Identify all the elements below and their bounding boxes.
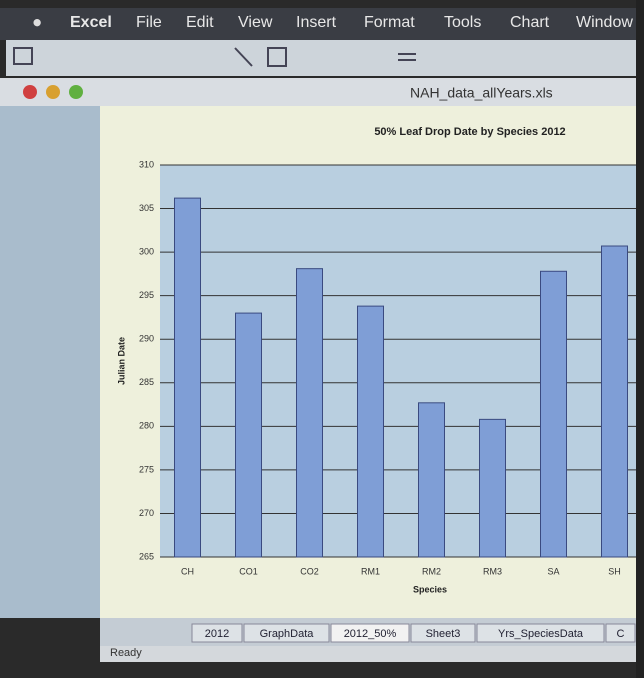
chart-title: 50% Leaf Drop Date by Species 2012 xyxy=(374,126,565,138)
y-tick-label: 270 xyxy=(139,508,154,518)
y-tick-label: 285 xyxy=(139,377,154,387)
minimize-button[interactable] xyxy=(46,85,60,99)
y-axis-label: Julian Date xyxy=(116,337,126,385)
y-tick-label: 265 xyxy=(139,551,154,561)
bar xyxy=(296,268,323,558)
menu-item[interactable]: Window xyxy=(576,14,633,31)
menu-bar xyxy=(0,8,644,40)
bar xyxy=(479,418,506,558)
bar xyxy=(418,402,445,558)
sheet-tab-label[interactable]: 2012_50% xyxy=(344,628,397,640)
plot-area xyxy=(160,165,644,557)
x-tick-label: SA xyxy=(547,566,559,576)
x-tick-label: CO2 xyxy=(300,566,319,576)
bar xyxy=(540,270,567,558)
menu-item[interactable]: View xyxy=(238,14,273,31)
apple-menu[interactable]: ● xyxy=(32,12,42,31)
toolbar xyxy=(6,40,636,76)
sheet-side xyxy=(0,106,100,618)
menu-item[interactable]: Tools xyxy=(444,14,481,31)
close-button[interactable] xyxy=(23,85,37,99)
app-menu[interactable]: Excel xyxy=(70,14,112,31)
x-tick-label: RM3 xyxy=(483,566,502,576)
x-tick-label: RM2 xyxy=(422,566,441,576)
sheet-tab[interactable] xyxy=(243,623,330,643)
menu-item[interactable]: Format xyxy=(364,14,415,31)
screen-edge xyxy=(636,0,644,678)
sheet-tab-label[interactable]: 2012 xyxy=(205,628,229,640)
menu-item[interactable]: Insert xyxy=(296,14,337,31)
sheet-tab[interactable] xyxy=(605,623,636,643)
sheet-tab-label[interactable]: Sheet3 xyxy=(426,628,461,640)
y-tick-label: 280 xyxy=(139,421,154,431)
y-tick-label: 300 xyxy=(139,246,154,256)
x-tick-label: CH xyxy=(181,566,194,576)
y-tick-label: 290 xyxy=(139,334,154,344)
sheet-tab[interactable] xyxy=(330,623,410,643)
zoom-button[interactable] xyxy=(69,85,83,99)
sheet-tab-label[interactable]: C xyxy=(617,628,625,640)
bar xyxy=(235,312,262,558)
menu-item[interactable]: File xyxy=(136,14,162,31)
window-titlebar xyxy=(0,78,636,106)
y-tick-label: 305 xyxy=(139,203,154,213)
x-tick-label: SH xyxy=(608,566,621,576)
status-text: Ready xyxy=(110,647,142,659)
x-tick-label: CO1 xyxy=(239,566,258,576)
y-tick-label: 310 xyxy=(139,159,154,169)
sheet-tab[interactable] xyxy=(410,623,476,643)
sheet-tab[interactable] xyxy=(476,623,605,643)
menu-item[interactable]: Chart xyxy=(510,14,550,31)
toolbar-icons xyxy=(13,47,416,67)
x-axis-label: Species xyxy=(413,584,447,594)
sheet-tab-label[interactable]: GraphData xyxy=(260,628,315,640)
sheet-tab[interactable] xyxy=(191,623,243,643)
status-bar xyxy=(100,646,636,662)
bar xyxy=(174,197,201,558)
bar xyxy=(357,305,384,558)
window-title: NAH_data_allYears.xls xyxy=(410,85,553,101)
y-tick-label: 275 xyxy=(139,464,154,474)
menu-item[interactable]: Edit xyxy=(186,14,214,31)
sheet-tab-label[interactable]: Yrs_SpeciesData xyxy=(498,628,584,640)
bar xyxy=(601,245,628,558)
y-tick-label: 295 xyxy=(139,290,154,300)
x-tick-label: RM1 xyxy=(361,566,380,576)
